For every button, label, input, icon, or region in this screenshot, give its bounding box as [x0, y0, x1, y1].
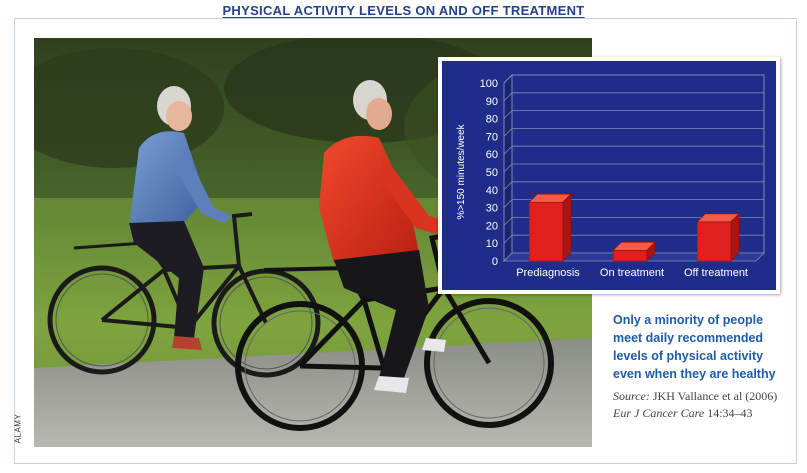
y-tick-label: 100 — [480, 78, 498, 90]
figure-title: PHYSICAL ACTIVITY LEVELS ON AND OFF TREA… — [222, 3, 585, 18]
bar-chart: 0 10 20 30 40 50 60 70 80 90 100 %>150 minutes/week… — [442, 61, 776, 290]
bar-side-face — [646, 241, 656, 262]
bar-prediagnosis — [528, 201, 564, 262]
gridline-depth — [503, 92, 513, 102]
photo-credit: ALAMY — [13, 413, 23, 444]
bar-off-treatment — [696, 221, 732, 262]
gridline-depth — [503, 181, 513, 191]
bar-on-treatment — [612, 250, 648, 262]
y-tick-label: 20 — [486, 220, 498, 232]
y-tick-label: 10 — [486, 238, 498, 250]
x-tick-label: On treatment — [600, 267, 664, 279]
woman-cyclist — [129, 86, 232, 350]
source-authors: JKH Vallance et al (2006) — [652, 389, 778, 403]
photo-credit-wrapper: ALAMY — [13, 410, 29, 450]
source-label: Source: — [613, 389, 650, 403]
source-citation: Source: JKH Vallance et al (2006) Eur J … — [613, 388, 791, 422]
y-tick-label: 40 — [486, 185, 498, 197]
y-tick-label: 60 — [486, 149, 498, 161]
figure-frame — [14, 18, 797, 464]
chart-panel: 0 10 20 30 40 50 60 70 80 90 100 %>150 minutes/week… — [438, 57, 780, 294]
y-tick-label: 50 — [486, 167, 498, 179]
gridline-depth — [503, 74, 513, 84]
x-tick-label: Prediagnosis — [516, 267, 580, 279]
figure-title-wrapper: PHYSICAL ACTIVITY LEVELS ON AND OFF TREA… — [0, 2, 807, 20]
gridline-depth — [503, 199, 513, 208]
x-tick-label: Off treatment — [684, 267, 748, 279]
y-tick-label: 0 — [492, 256, 498, 268]
source-journal: Eur J Cancer Care — [613, 406, 705, 420]
bar-side-face — [730, 213, 740, 262]
bar-side-face — [562, 193, 572, 262]
y-tick-label: 90 — [486, 96, 498, 108]
chart-caption: Only a minority of people meet daily rec… — [613, 313, 776, 381]
gridline-depth — [503, 145, 513, 155]
gridline-depth — [503, 163, 513, 173]
source-reference: 14:34–43 — [707, 406, 753, 420]
man-cyclist — [319, 80, 446, 393]
gridline-depth — [503, 110, 513, 119]
y-axis-label: %>150 minutes/week — [456, 123, 467, 219]
y-tick-label: 80 — [486, 114, 498, 126]
y-tick-label: 30 — [486, 203, 498, 215]
gridline-depth — [503, 217, 513, 226]
gridline-depth — [503, 234, 513, 244]
y-tick-label: 70 — [486, 131, 498, 143]
gridline-depth — [503, 128, 513, 137]
